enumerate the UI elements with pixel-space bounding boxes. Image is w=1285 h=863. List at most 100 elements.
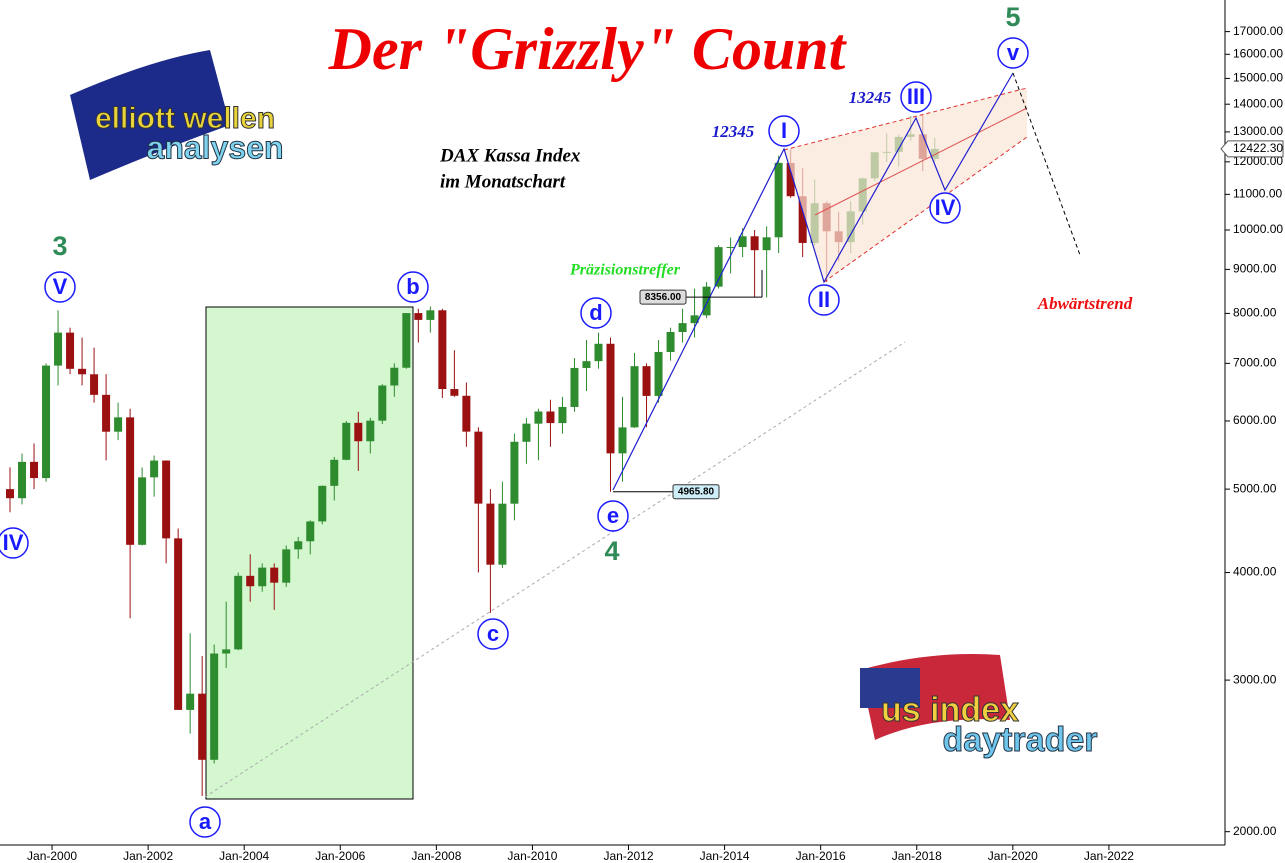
candle-body (618, 427, 627, 454)
candle-body (126, 417, 135, 545)
x-tick-label: Jan-2022 (1084, 849, 1134, 863)
price-mark-label: 8356.00 (645, 292, 682, 303)
logo-text: analysen (147, 129, 284, 165)
candle-body (474, 431, 483, 504)
wave-number: 4 (604, 536, 619, 566)
candle-body (606, 343, 615, 454)
x-tick-label: Jan-2002 (123, 849, 173, 863)
annotation: Abwärtstrend (1037, 294, 1133, 313)
x-tick-label: Jan-2010 (507, 849, 557, 863)
wave-circle (580, 297, 612, 329)
wave-circle (808, 284, 840, 316)
candle-body (570, 367, 579, 407)
candle-body (738, 236, 747, 248)
y-tick-label: 13000.00 (1233, 124, 1283, 138)
wave-number: 5 (1005, 2, 1020, 32)
wave-circle (397, 271, 429, 303)
wave-label: c (487, 621, 499, 646)
wave-label: III (907, 84, 925, 109)
logo-right: us index daytrader (860, 654, 1098, 759)
wave-label: v (1007, 40, 1020, 65)
candle-body (762, 237, 771, 251)
wave-label: b (406, 274, 419, 299)
wave-label: I (781, 118, 787, 143)
logo-text: us index (881, 691, 1019, 729)
last-price-tag (1220, 140, 1284, 158)
candle-body (774, 162, 783, 238)
candle-body (42, 365, 51, 479)
candle-body (102, 394, 111, 432)
wave-circle (189, 806, 221, 838)
logo-left: elliott wellen analysen (70, 50, 284, 180)
wave-circle (900, 81, 932, 113)
y-tick-label: 6000.00 (1233, 413, 1277, 427)
candles (6, 115, 939, 797)
candle-body (690, 315, 699, 324)
x-tick-label: Jan-2000 (27, 849, 77, 863)
wave-circle (597, 500, 629, 532)
price-mark-box (639, 289, 687, 305)
wave-label: a (199, 809, 212, 834)
wedge-mid-line (814, 107, 1028, 216)
candle-body (6, 489, 15, 499)
flag-shape (70, 50, 230, 180)
wave-label: e (607, 503, 619, 528)
candle-body (18, 461, 27, 499)
candle-body (330, 459, 339, 486)
subtitle: im Monatschart (440, 171, 566, 192)
wave-circle (997, 37, 1029, 69)
candle-body (78, 368, 87, 375)
candle-body (234, 575, 243, 650)
candle-body (198, 693, 207, 760)
candle-body (246, 575, 255, 587)
y-tick-label: 15000.00 (1233, 71, 1283, 85)
wave-number: 3 (52, 231, 67, 261)
highlight-box (205, 306, 414, 800)
y-tick-label: 4000.00 (1233, 565, 1277, 579)
y-tick-label: 8000.00 (1233, 306, 1277, 320)
wave-circle (0, 527, 29, 559)
x-tick-label: Jan-2012 (603, 849, 653, 863)
candle-body (186, 693, 195, 710)
projection-line (1012, 72, 1081, 256)
candle-body (174, 538, 183, 710)
candle-body (54, 332, 63, 366)
y-tick-label: 17000.00 (1233, 24, 1283, 38)
wave-circle (768, 115, 800, 147)
candle-body (222, 649, 231, 654)
candle-body (798, 196, 807, 243)
y-tick-label: 14000.00 (1233, 96, 1283, 110)
y-tick-label: 12000.00 (1233, 154, 1283, 168)
candle-body (294, 541, 303, 550)
candle-body (726, 247, 735, 249)
y-tick-label: 16000.00 (1233, 46, 1283, 60)
candle-body (306, 521, 315, 542)
candle-body (546, 411, 555, 424)
wave-circle (44, 271, 76, 303)
candle-body (582, 361, 591, 368)
candle-body (666, 331, 675, 352)
x-tick-label: Jan-2004 (219, 849, 269, 863)
y-tick-label: 9000.00 (1233, 262, 1277, 276)
candle-body (450, 389, 459, 396)
y-tick-label: 11000.00 (1233, 187, 1282, 201)
y-tick-label: 5000.00 (1233, 481, 1277, 495)
y-tick-label: 3000.00 (1233, 672, 1277, 686)
x-tick-label: Jan-2008 (411, 849, 461, 863)
wave-path (612, 72, 1014, 491)
candle-body (654, 351, 663, 396)
candle-body (90, 374, 99, 395)
candle-body (486, 503, 495, 565)
x-tick-label: Jan-2014 (700, 849, 750, 863)
candle-body (630, 366, 639, 428)
logo-text: elliott wellen (95, 102, 275, 135)
wave-label: V (53, 274, 68, 299)
candle-body (162, 460, 171, 539)
candle-body (30, 461, 39, 479)
wave-label: d (589, 300, 602, 325)
candle-body (210, 653, 219, 760)
candle-body (438, 310, 447, 390)
y-tick-label: 7000.00 (1233, 356, 1277, 370)
candle-body (150, 460, 159, 478)
candle-body (414, 313, 423, 320)
